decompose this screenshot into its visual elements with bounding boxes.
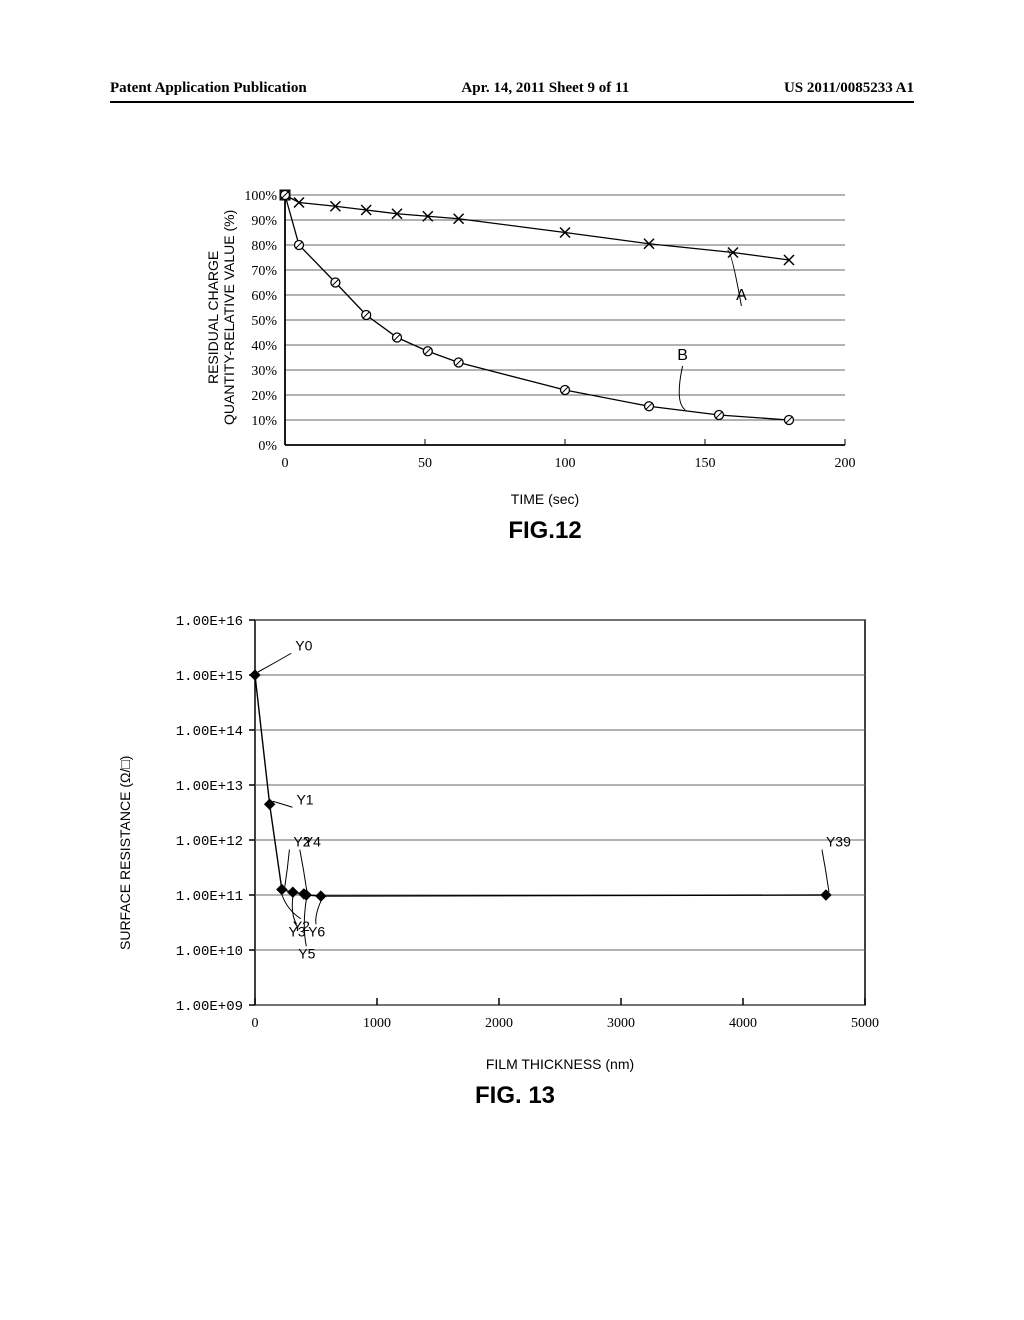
svg-text:20%: 20% [251, 389, 277, 404]
svg-text:4000: 4000 [729, 1016, 757, 1031]
svg-text:1.00E+16: 1.00E+16 [176, 614, 243, 630]
fig13-ylabel: SURFACE RESISTANCE (Ω/□) [117, 756, 133, 950]
svg-text:B: B [677, 347, 688, 364]
svg-text:100%: 100% [244, 189, 277, 204]
svg-text:0%: 0% [258, 439, 277, 454]
svg-text:1000: 1000 [363, 1016, 391, 1031]
svg-text:3000: 3000 [607, 1016, 635, 1031]
svg-text:Y6: Y6 [308, 923, 325, 939]
svg-text:150: 150 [695, 456, 716, 471]
fig12-ylabel: RESIDUAL CHARGE QUANTITY-RELATIVE VALUE … [205, 210, 237, 425]
fig13-chart: 1.00E+09 1.00E+10 1.00E+11 1.00E+12 1.00E+13… [145, 610, 885, 1050]
fig12-xlabel: TIME (sec) [225, 491, 865, 507]
header-center: Apr. 14, 2011 Sheet 9 of 11 [461, 80, 629, 97]
svg-text:1.00E+09: 1.00E+09 [176, 999, 243, 1015]
svg-text:Y3: Y3 [289, 923, 306, 939]
fig13-title: FIG. 13 [145, 1082, 885, 1110]
svg-text:Y5: Y5 [298, 945, 315, 961]
fig13-xlabel: FILM THICKNESS (nm) [235, 1056, 885, 1072]
svg-text:200: 200 [835, 456, 856, 471]
svg-text:0: 0 [282, 456, 289, 471]
svg-text:50: 50 [418, 456, 432, 471]
svg-text:Y1: Y1 [296, 791, 313, 807]
page-header: Patent Application Publication Apr. 14, … [110, 80, 914, 103]
svg-text:5000: 5000 [851, 1016, 879, 1031]
svg-text:40%: 40% [251, 339, 277, 354]
svg-text:1.00E+15: 1.00E+15 [176, 669, 243, 685]
svg-text:50%: 50% [251, 314, 277, 329]
header-right: US 2011/0085233 A1 [784, 80, 914, 97]
svg-text:90%: 90% [251, 214, 277, 229]
svg-text:30%: 30% [251, 364, 277, 379]
svg-text:1.00E+11: 1.00E+11 [176, 889, 243, 905]
svg-text:1.00E+13: 1.00E+13 [176, 779, 243, 795]
svg-text:Y4: Y4 [304, 834, 321, 850]
svg-text:100: 100 [555, 456, 576, 471]
fig12-title: FIG.12 [225, 517, 865, 545]
svg-text:1.00E+14: 1.00E+14 [176, 724, 243, 740]
svg-text:0: 0 [252, 1016, 259, 1031]
svg-text:1.00E+12: 1.00E+12 [176, 834, 243, 850]
svg-text:70%: 70% [251, 264, 277, 279]
fig13-container: SURFACE RESISTANCE (Ω/□) 1.00E+091.00E+1… [145, 610, 885, 1110]
fig12-container: RESIDUAL CHARGE QUANTITY-RELATIVE VALUE … [225, 185, 865, 545]
svg-text:60%: 60% [251, 289, 277, 304]
fig12-chart: 0% 10% 20% 30% 40% 50% 60% 70% 80% 90% 100% 0 50 100 1… [225, 185, 865, 485]
svg-text:1.00E+10: 1.00E+10 [176, 944, 243, 960]
svg-text:A: A [736, 287, 747, 304]
svg-text:Y39: Y39 [826, 834, 851, 850]
svg-text:80%: 80% [251, 239, 277, 254]
svg-text:2000: 2000 [485, 1016, 513, 1031]
header-left: Patent Application Publication [110, 80, 307, 97]
svg-text:10%: 10% [251, 414, 277, 429]
svg-text:Y0: Y0 [295, 637, 312, 653]
